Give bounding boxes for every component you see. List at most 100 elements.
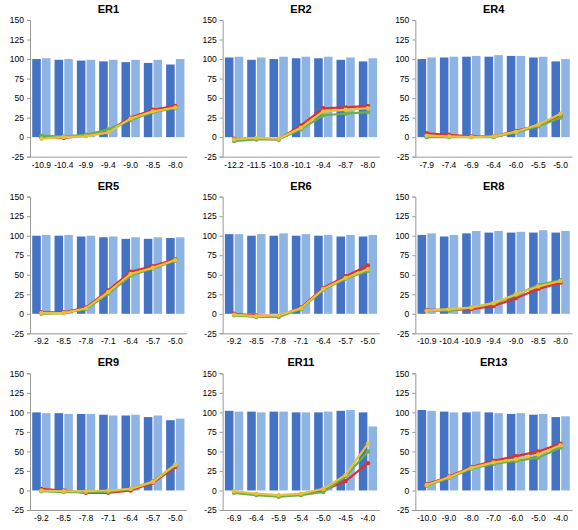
y-tick: 75 xyxy=(207,250,222,260)
y-tick: 25 xyxy=(207,113,222,123)
y-tick-mark xyxy=(412,510,415,511)
x-tick: -10.8 xyxy=(269,157,289,170)
point xyxy=(128,487,132,491)
y-tick-mark xyxy=(412,137,415,138)
x-tick-label: -9.4 xyxy=(101,160,116,170)
y-tick: 75 xyxy=(207,427,222,437)
y-tick-mark xyxy=(412,59,415,60)
y-tick-label: -25 xyxy=(12,505,25,515)
y-tick: 100 xyxy=(395,54,415,64)
point xyxy=(173,106,177,110)
point xyxy=(558,278,562,282)
bar xyxy=(314,412,323,490)
bar xyxy=(462,57,471,137)
y-tick-mark xyxy=(220,294,223,295)
bar xyxy=(369,426,378,490)
y-tick-mark xyxy=(412,373,415,374)
bar xyxy=(235,412,244,491)
bar xyxy=(324,412,333,491)
point xyxy=(106,488,110,492)
bar xyxy=(122,416,131,491)
bar xyxy=(77,61,86,138)
bar xyxy=(472,412,481,491)
bar-series xyxy=(225,234,367,314)
y-tick-mark xyxy=(220,432,223,433)
bar xyxy=(561,231,570,314)
y-axis: -250255075100125150 xyxy=(395,369,416,516)
y-axis: -250255075100125150 xyxy=(202,15,223,162)
y-tick: 75 xyxy=(400,250,415,260)
point xyxy=(173,105,177,109)
point xyxy=(447,134,451,138)
point xyxy=(491,134,495,138)
bar xyxy=(77,236,86,313)
y-axis: -250255075100125150 xyxy=(202,192,223,339)
markers xyxy=(425,278,563,313)
x-tick-label: -7.1 xyxy=(101,336,116,346)
y-tick-mark xyxy=(27,98,30,99)
x-tick: -10.9 xyxy=(462,333,482,346)
y-tick-label: 25 xyxy=(15,290,25,300)
x-tick: -6.9 xyxy=(464,157,479,170)
point xyxy=(61,488,65,492)
bar xyxy=(166,65,175,138)
y-tick-label: 0 xyxy=(212,132,217,142)
y-tick-mark xyxy=(412,197,415,198)
point xyxy=(276,137,280,141)
point xyxy=(425,483,429,487)
y-axis-line xyxy=(412,197,416,334)
y-axis-line xyxy=(220,21,224,158)
plot-area xyxy=(225,57,377,144)
point xyxy=(61,311,65,315)
bar xyxy=(77,414,86,491)
y-axis-line xyxy=(27,197,31,334)
y-tick-mark xyxy=(27,275,30,276)
x-tick: -9.0 xyxy=(123,157,138,170)
y-tick: 0 xyxy=(405,132,416,142)
point xyxy=(84,306,88,310)
y-tick-label: 100 xyxy=(395,54,409,64)
x-tick-label: -6.0 xyxy=(509,513,524,523)
y-axis: -250255075100125150 xyxy=(10,369,31,516)
bar xyxy=(551,417,560,490)
point xyxy=(299,126,303,130)
point xyxy=(39,489,43,493)
markers xyxy=(39,105,177,141)
x-tick: -8.0 xyxy=(464,510,479,523)
y-tick-label: 50 xyxy=(207,447,217,457)
chart-title: ER1 xyxy=(98,3,119,15)
bar xyxy=(539,230,548,314)
x-tick: -7.1 xyxy=(294,333,309,346)
x-axis: -7.9-7.4-6.9-6.4-6.0-5.5-5.0 xyxy=(416,157,573,170)
x-tick-label: -8.5 xyxy=(56,513,71,523)
point xyxy=(558,112,562,116)
y-tick-mark xyxy=(27,471,30,472)
x-tick-label: -9.2 xyxy=(34,513,49,523)
point xyxy=(321,286,325,290)
bar-series xyxy=(32,59,174,137)
x-tick-label: -8.5 xyxy=(56,336,71,346)
point xyxy=(536,452,540,456)
y-tick-label: 150 xyxy=(395,192,409,202)
x-axis: -10.9-10.4-10.9-9.4-9.0-8.5-8.0 xyxy=(416,333,573,346)
y-tick-label: 75 xyxy=(15,250,25,260)
y-tick-label: 25 xyxy=(400,290,410,300)
point xyxy=(39,488,43,492)
bar xyxy=(109,236,118,313)
bar xyxy=(517,413,526,490)
x-tick-label: -10.9 xyxy=(417,336,437,346)
x-tick: -10.1 xyxy=(291,157,311,170)
y-tick-mark xyxy=(220,157,223,158)
bar xyxy=(32,236,41,314)
x-tick-label: -6.0 xyxy=(509,160,524,170)
bar xyxy=(55,60,64,137)
y-tick-mark xyxy=(27,294,30,295)
y-tick: 150 xyxy=(395,15,415,25)
y-tick-mark xyxy=(412,412,415,413)
point xyxy=(276,314,280,318)
bar xyxy=(314,58,323,137)
y-tick-label: 150 xyxy=(202,192,216,202)
bar xyxy=(485,233,494,314)
x-tick: -9.4 xyxy=(316,157,331,170)
y-tick: 75 xyxy=(15,427,30,437)
